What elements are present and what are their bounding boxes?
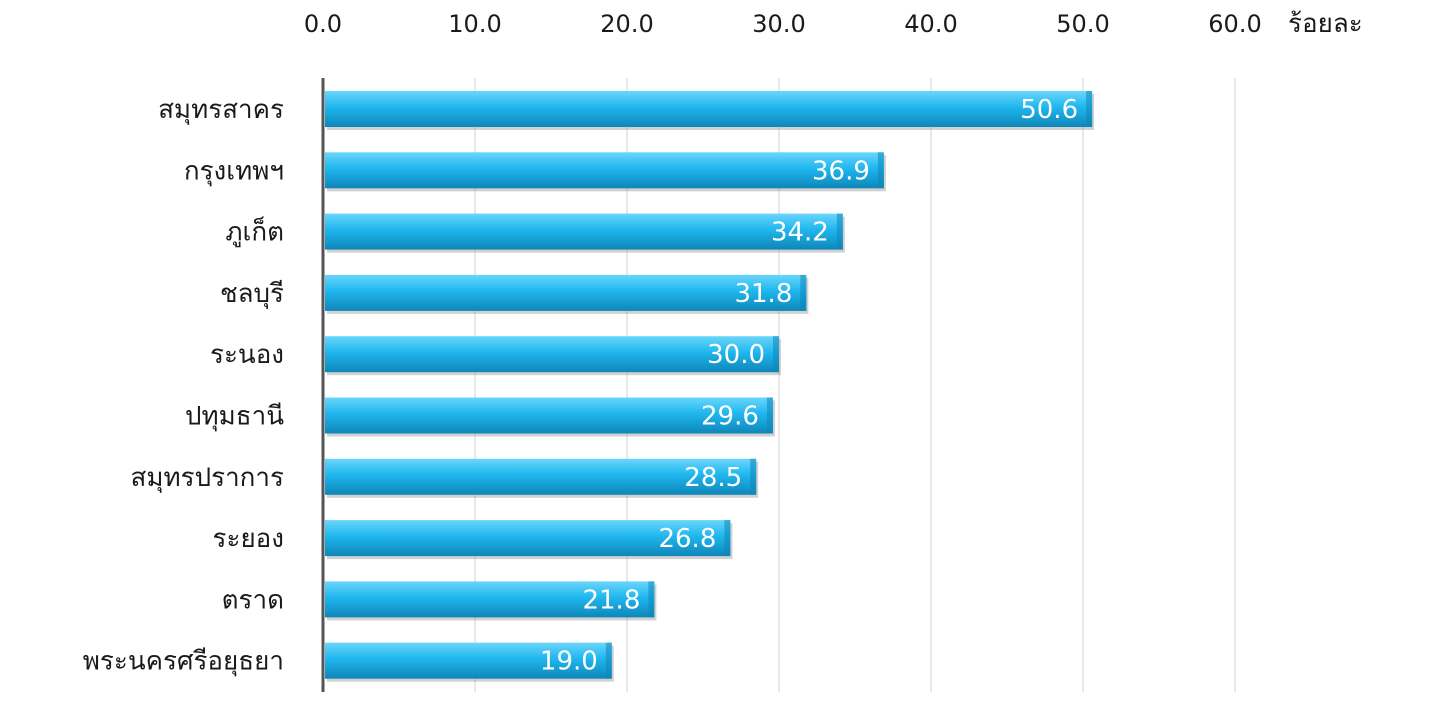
bar bbox=[325, 458, 757, 495]
bar-group: 19.0 bbox=[325, 642, 614, 682]
bar bbox=[325, 213, 843, 250]
x-tick-label: 0.0 bbox=[304, 10, 342, 38]
category-label: ปทุมธานี bbox=[185, 402, 284, 432]
bar-end-cap bbox=[648, 581, 655, 618]
category-label: ภูเก็ต bbox=[225, 216, 284, 248]
x-tick-label: 50.0 bbox=[1056, 10, 1109, 38]
bar bbox=[325, 397, 773, 434]
unit-label: ร้อยละ bbox=[1288, 9, 1363, 39]
bar-end-cap bbox=[724, 520, 731, 557]
bar-group: 30.0 bbox=[325, 336, 781, 376]
bar-end-cap bbox=[773, 336, 779, 373]
bar bbox=[325, 91, 1093, 127]
bar bbox=[325, 642, 612, 679]
x-axis-ticks: 0.0 10.0 20.0 30.0 40.0 50.0 60.0 bbox=[304, 10, 1262, 38]
category-label: ตราด bbox=[222, 585, 284, 615]
bar-group: 21.8 bbox=[325, 581, 657, 621]
category-labels: สมุทรสาครกรุงเทพฯภูเก็ตชลบุรีระนองปทุมธา… bbox=[83, 95, 284, 677]
category-label: กรุงเทพฯ bbox=[184, 156, 284, 186]
x-tick-label: 40.0 bbox=[904, 10, 957, 38]
bar-group: 50.6 bbox=[325, 91, 1095, 130]
category-label: ชลบุรี bbox=[220, 279, 284, 309]
category-label: สมุทรปราการ bbox=[131, 463, 285, 493]
bar-group: 36.9 bbox=[325, 152, 886, 192]
bar bbox=[325, 581, 655, 618]
bar-end-cap bbox=[605, 642, 612, 679]
x-tick-label: 10.0 bbox=[448, 10, 501, 38]
bar-value-label: 36.9 bbox=[812, 156, 870, 186]
category-label: สมุทรสาคร bbox=[158, 95, 284, 125]
bar-group: 28.5 bbox=[325, 458, 759, 498]
bar-end-cap bbox=[877, 152, 884, 189]
bar-group: 29.6 bbox=[325, 397, 775, 437]
bars: 50.6 36.9 34.2 31.8 30.0 29.6 28.5 26.8 21.8 19.0 bbox=[325, 91, 1095, 682]
bar-value-label: 30.0 bbox=[707, 340, 765, 370]
bar-value-label: 29.6 bbox=[701, 402, 759, 432]
x-tick-label: 60.0 bbox=[1208, 10, 1261, 38]
bar-value-label: 21.8 bbox=[582, 585, 640, 615]
bar bbox=[325, 336, 779, 373]
x-tick-label: 30.0 bbox=[752, 10, 805, 38]
bar bbox=[325, 520, 731, 557]
category-label: พระนครศรีอยุธยา bbox=[83, 647, 284, 677]
bar-end-cap bbox=[766, 397, 773, 434]
bar bbox=[325, 152, 884, 189]
bar-value-label: 31.8 bbox=[734, 279, 792, 309]
bar-value-label: 19.0 bbox=[540, 647, 598, 677]
bar-end-cap bbox=[836, 213, 843, 250]
bar-group: 34.2 bbox=[325, 213, 845, 253]
bar-value-label: 28.5 bbox=[684, 463, 742, 493]
bar-group: 31.8 bbox=[325, 274, 809, 314]
bar-group: 26.8 bbox=[325, 520, 733, 560]
bar-value-label: 26.8 bbox=[658, 524, 716, 554]
bar-value-label: 34.2 bbox=[771, 218, 829, 248]
x-tick-label: 20.0 bbox=[600, 10, 653, 38]
bar bbox=[325, 274, 807, 311]
bar-end-cap bbox=[1086, 91, 1093, 127]
bar-end-cap bbox=[800, 274, 807, 311]
category-label: ระนอง bbox=[210, 340, 284, 370]
bar-value-label: 50.6 bbox=[1020, 95, 1078, 125]
bar-end-cap bbox=[750, 458, 757, 495]
category-label: ระยอง bbox=[213, 524, 284, 554]
